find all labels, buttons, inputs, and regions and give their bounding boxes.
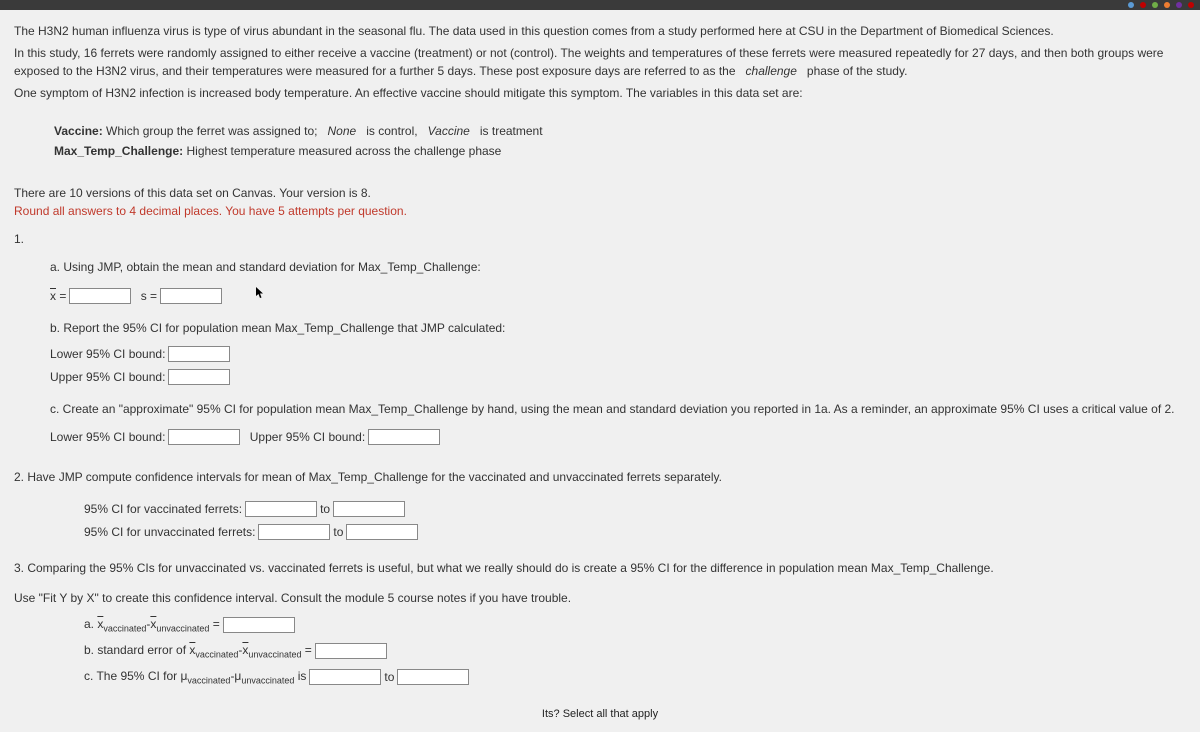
- ext-icon[interactable]: [1152, 2, 1158, 8]
- q3: 3. Comparing the 95% CIs for unvaccinate…: [14, 559, 1186, 688]
- mean-input[interactable]: [69, 288, 131, 304]
- variables-block: Vaccine: Which group the ferret was assi…: [54, 122, 1186, 160]
- q1c: c. Create an "approximate" 95% CI for po…: [50, 400, 1186, 446]
- sd-input[interactable]: [160, 288, 222, 304]
- xbar-label: x =: [50, 287, 66, 305]
- intro-p2b: phase of the study.: [807, 64, 908, 78]
- q2-unvac-lower[interactable]: [258, 524, 330, 540]
- maxtemp-desc: Highest temperature measured across the …: [187, 144, 502, 158]
- q1c-upper-label: Upper 95% CI bound:: [250, 428, 365, 446]
- q1c-text: c. Create an "approximate" 95% CI for po…: [50, 400, 1186, 418]
- vaccine-vaccine: Vaccine: [428, 124, 470, 138]
- q1b-text: b. Report the 95% CI for population mean…: [50, 319, 1186, 337]
- intro-p1: The H3N2 human influenza virus is type o…: [14, 22, 1186, 40]
- note-line1: There are 10 versions of this data set o…: [14, 184, 1186, 202]
- intro-p2a: In this study, 16 ferrets were randomly …: [14, 46, 1163, 78]
- intro-p3: One symptom of H3N2 infection is increas…: [14, 84, 1186, 102]
- cutoff-text: Its? Select all that apply: [14, 706, 1186, 723]
- q1b: b. Report the 95% CI for population mean…: [50, 319, 1186, 386]
- vaccine-none: None: [328, 124, 357, 138]
- vaccine-label: Vaccine:: [54, 124, 103, 138]
- q3b: b. standard error of xvaccinated-xunvacc…: [84, 641, 1186, 662]
- ext-icon[interactable]: [1164, 2, 1170, 8]
- s-label: s =: [141, 287, 157, 305]
- q2-vac-lower[interactable]: [245, 501, 317, 517]
- q2-vac-label: 95% CI for vaccinated ferrets:: [84, 500, 242, 518]
- q3a-label: a. xvaccinated-xunvaccinated =: [84, 615, 220, 636]
- var-maxtemp: Max_Temp_Challenge: Highest temperature …: [54, 142, 1186, 160]
- page-content: The H3N2 human influenza virus is type o…: [0, 10, 1200, 722]
- ext-icon[interactable]: [1176, 2, 1182, 8]
- q3-p2: Use "Fit Y by X" to create this confiden…: [14, 589, 1186, 607]
- q3c: c. The 95% CI for μvaccinated-μunvaccina…: [84, 667, 1186, 688]
- cursor-icon: [255, 286, 265, 305]
- maxtemp-label: Max_Temp_Challenge:: [54, 144, 183, 158]
- ext-icon[interactable]: [1140, 2, 1146, 8]
- ext-icon[interactable]: [1128, 2, 1134, 8]
- q1a: a. Using JMP, obtain the mean and standa…: [50, 258, 1186, 305]
- intro-p2: In this study, 16 ferrets were randomly …: [14, 44, 1186, 80]
- vaccine-control: is control,: [366, 124, 417, 138]
- q2-unvac-label: 95% CI for unvaccinated ferrets:: [84, 523, 255, 541]
- to-label: to: [333, 523, 343, 541]
- q2-unvac-upper[interactable]: [346, 524, 418, 540]
- q1b-upper-label: Upper 95% CI bound:: [50, 368, 165, 386]
- vaccine-treatment: is treatment: [480, 124, 543, 138]
- to-label: to: [384, 668, 394, 686]
- q1b-lower-input[interactable]: [168, 346, 230, 362]
- q1b-lower-label: Lower 95% CI bound:: [50, 345, 165, 363]
- q3c-lower[interactable]: [309, 669, 381, 685]
- q2-vac-upper[interactable]: [333, 501, 405, 517]
- q1-body: a. Using JMP, obtain the mean and standa…: [50, 258, 1186, 446]
- to-label: to: [320, 500, 330, 518]
- challenge-keyword: challenge: [746, 64, 797, 78]
- vaccine-desc: Which group the ferret was assigned to;: [106, 124, 317, 138]
- note-line2: Round all answers to 4 decimal places. Y…: [14, 202, 1186, 220]
- q2-text: 2. Have JMP compute confidence intervals…: [14, 468, 1186, 486]
- intro-section: The H3N2 human influenza virus is type o…: [14, 22, 1186, 102]
- version-note: There are 10 versions of this data set o…: [14, 184, 1186, 220]
- q1-number: 1.: [14, 230, 1186, 248]
- ext-icon[interactable]: [1188, 2, 1194, 8]
- browser-toolbar: [0, 0, 1200, 10]
- q3a-input[interactable]: [223, 617, 295, 633]
- q1c-lower-label: Lower 95% CI bound:: [50, 428, 165, 446]
- q3-p1: 3. Comparing the 95% CIs for unvaccinate…: [14, 559, 1186, 577]
- q1c-lower-input[interactable]: [168, 429, 240, 445]
- q3c-upper[interactable]: [397, 669, 469, 685]
- var-vaccine: Vaccine: Which group the ferret was assi…: [54, 122, 1186, 140]
- q3a: a. xvaccinated-xunvaccinated =: [84, 615, 1186, 636]
- q2: 2. Have JMP compute confidence intervals…: [14, 468, 1186, 541]
- q1b-upper-input[interactable]: [168, 369, 230, 385]
- q1a-text: a. Using JMP, obtain the mean and standa…: [50, 258, 1186, 276]
- q3c-label: c. The 95% CI for μvaccinated-μunvaccina…: [84, 667, 306, 688]
- q1c-upper-input[interactable]: [368, 429, 440, 445]
- q3b-input[interactable]: [315, 643, 387, 659]
- q3b-label: b. standard error of xvaccinated-xunvacc…: [84, 641, 312, 662]
